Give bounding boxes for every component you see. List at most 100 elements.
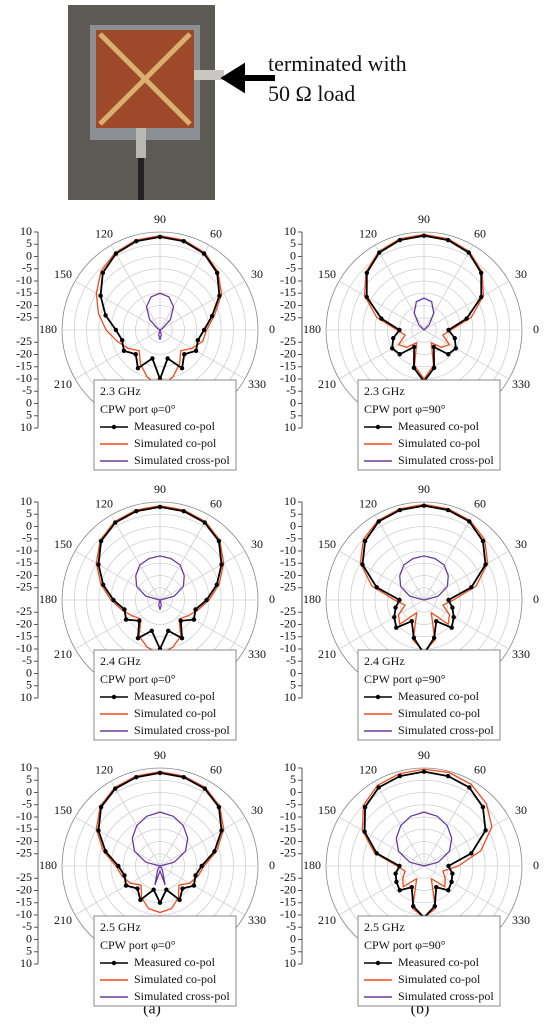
- y-tick-label: -5: [22, 653, 32, 667]
- data-point: [446, 888, 451, 893]
- polar-chart: -25-25-20-20-15-15-10-10-5-5005510100306…: [16, 482, 275, 741]
- grid-spoke: [74, 599, 161, 650]
- legend-label: Simulated co-pol: [134, 972, 217, 986]
- angle-tick-label: 30: [515, 803, 527, 817]
- legend-label: Measured co-pol: [398, 419, 480, 433]
- angle-tick-label: 330: [512, 377, 530, 391]
- angle-tick-label: 330: [248, 377, 266, 391]
- y-tick-label: 5: [26, 678, 32, 692]
- y-tick-label: -25: [280, 310, 296, 324]
- grid-spoke: [74, 280, 161, 331]
- y-tick-label: 0: [290, 665, 296, 679]
- y-tick-label: 10: [284, 760, 296, 774]
- angle-tick-label: 330: [248, 913, 266, 927]
- data-point: [149, 628, 154, 633]
- y-tick-label: -5: [286, 653, 296, 667]
- y-tick-label: -25: [280, 846, 296, 860]
- angle-tick-label: 0: [269, 592, 275, 606]
- data-point: [122, 607, 127, 612]
- data-point: [393, 605, 398, 610]
- y-tick-label: 0: [290, 518, 296, 532]
- y-tick-label: -5: [22, 261, 32, 275]
- polar-chart: -25-25-20-20-15-15-10-10-5-5005510100306…: [16, 212, 275, 471]
- legend-marker: [375, 424, 381, 430]
- series-line: [399, 555, 449, 601]
- angle-tick-label: 210: [54, 913, 72, 927]
- y-tick-label: 0: [26, 665, 32, 679]
- grid-spoke: [338, 550, 425, 601]
- grid-spoke: [159, 599, 246, 650]
- grid-spoke: [159, 816, 246, 867]
- data-point: [467, 785, 472, 790]
- angle-tick-label: 210: [318, 913, 336, 927]
- grid-spoke: [159, 780, 210, 867]
- data-point: [134, 775, 139, 780]
- grid-spoke: [423, 550, 510, 601]
- data-point: [98, 538, 104, 544]
- y-tick-label: -20: [16, 567, 32, 581]
- angle-tick-label: 60: [210, 226, 222, 240]
- data-point: [182, 352, 187, 357]
- data-point: [431, 365, 437, 371]
- angle-tick-label: 90: [418, 482, 430, 496]
- y-tick-label: -15: [280, 555, 296, 569]
- data-point: [138, 897, 143, 903]
- y-tick-label: 10: [284, 224, 296, 238]
- data-point: [364, 270, 370, 276]
- y-tick-label: -10: [16, 273, 32, 287]
- y-tick-label: 5: [26, 772, 32, 786]
- data-point: [452, 336, 457, 341]
- grid-spoke: [110, 244, 161, 331]
- y-tick-label: 10: [284, 690, 296, 704]
- data-point: [421, 233, 427, 238]
- data-point: [397, 507, 403, 513]
- angle-tick-label: 90: [418, 212, 430, 226]
- y-tick-label: -20: [16, 833, 32, 847]
- legend-note: CPW port φ=90°: [364, 402, 446, 416]
- data-point: [464, 316, 469, 321]
- data-point: [195, 337, 201, 343]
- y-tick-label: -25: [280, 334, 296, 348]
- data-point: [421, 769, 427, 774]
- data-point: [397, 327, 402, 333]
- data-point: [446, 597, 451, 603]
- data-point: [96, 828, 101, 833]
- data-point: [135, 635, 141, 641]
- data-point: [113, 520, 118, 525]
- data-point: [216, 538, 222, 544]
- y-tick-label: -25: [16, 846, 32, 860]
- angle-tick-label: 60: [210, 496, 222, 510]
- polar-chart: -25-25-20-20-15-15-10-10-5-5005510100306…: [280, 482, 539, 741]
- y-tick-label: 10: [20, 760, 32, 774]
- data-point: [393, 871, 398, 876]
- data-point: [209, 313, 215, 319]
- data-point: [96, 562, 101, 567]
- data-point: [123, 617, 129, 622]
- y-tick-label: -25: [16, 604, 32, 618]
- y-tick-label: 0: [26, 248, 32, 262]
- y-tick-label: 5: [26, 506, 32, 520]
- data-point: [217, 293, 222, 298]
- grid-spoke: [110, 514, 161, 601]
- angle-tick-label: 120: [95, 496, 113, 510]
- angle-tick-label: 30: [251, 537, 263, 551]
- angle-tick-label: 180: [303, 858, 321, 872]
- legend-label: Measured co-pol: [134, 689, 216, 703]
- data-point: [181, 775, 186, 780]
- y-tick-label: -25: [280, 870, 296, 884]
- legend-box: [93, 379, 237, 471]
- data-point: [374, 851, 379, 856]
- data-point: [397, 352, 402, 357]
- grid-spoke: [338, 280, 425, 331]
- y-tick-label: -15: [16, 359, 32, 373]
- angle-tick-label: 210: [54, 377, 72, 391]
- legend-title: 2.3 GHz: [100, 384, 141, 398]
- annotation: 50 Ω load: [268, 81, 355, 106]
- grid-spoke: [159, 329, 246, 380]
- y-tick-label: 5: [290, 678, 296, 692]
- data-point: [376, 785, 381, 790]
- y-tick-label: -10: [16, 809, 32, 823]
- data-point: [362, 804, 368, 810]
- angle-tick-label: 210: [318, 377, 336, 391]
- y-tick-label: 5: [290, 236, 296, 250]
